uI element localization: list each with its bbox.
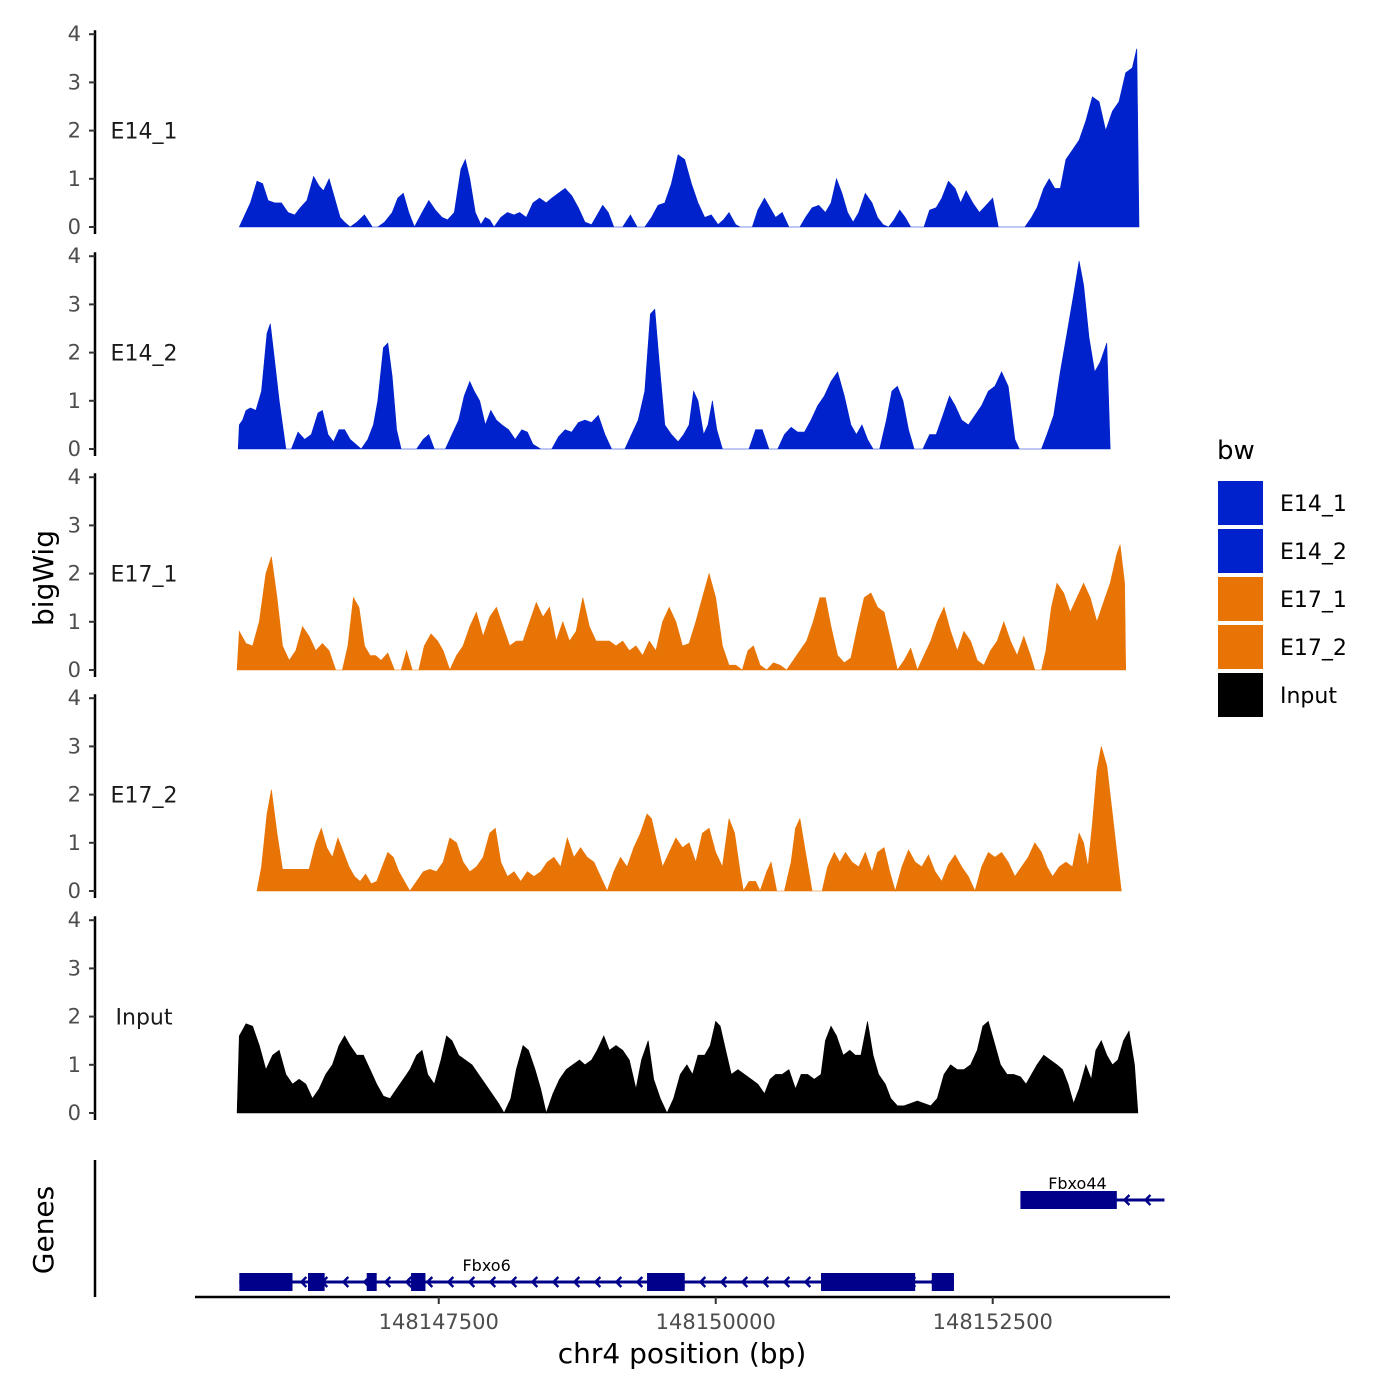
gene-Fbxo6: Fbxo6 (239, 1256, 954, 1291)
signal-area-Input (236, 1020, 1139, 1115)
y-tick-label: 1 (68, 167, 81, 191)
legend-label-E17_2: E17_2 (1280, 636, 1347, 661)
y-tick-label: 3 (68, 292, 81, 316)
y-tick-label: 3 (68, 513, 81, 537)
track-label: E17_2 (111, 784, 178, 809)
legend-label-E14_2: E14_2 (1280, 540, 1347, 565)
signal-area-E14_2 (237, 260, 1111, 450)
strand-arrow (404, 1276, 413, 1288)
gene-track: Fbxo44 Fbxo6 (93, 1160, 1165, 1297)
genes-axis-title: Genes (27, 1186, 60, 1274)
y-tick-label: 3 (68, 70, 81, 94)
y-tick-label: 2 (68, 1005, 81, 1029)
gene-exon (411, 1273, 426, 1291)
strand-arrow (1122, 1194, 1131, 1206)
y-tick-label: 0 (68, 215, 81, 239)
gene-exon (820, 1273, 916, 1291)
signal-tracks: 0 1 2 3 4 E14_1 0 1 2 3 4 E14_2 0 1 2 3 4 E17_1 0 1 2 3 4 E17_2… (68, 22, 1140, 1125)
strand-arrow (593, 1276, 602, 1288)
gene-label: Fbxo6 (462, 1256, 510, 1275)
y-axis-title: bigWig (27, 530, 60, 626)
strand-arrow (467, 1276, 476, 1288)
y-tick-label: 1 (68, 831, 81, 855)
strand-arrow (614, 1276, 623, 1288)
gene-Fbxo44: Fbxo44 (1020, 1174, 1165, 1209)
strand-arrow (299, 1276, 308, 1288)
strand-arrow (803, 1276, 812, 1288)
x-tick-label: 148147500 (379, 1310, 499, 1334)
track-E14_2: 0 1 2 3 4 E14_2 (68, 244, 1111, 461)
track-label: Input (116, 1006, 173, 1031)
y-tick-label: 4 (68, 908, 81, 932)
strand-arrow (1143, 1194, 1152, 1206)
strand-arrow (509, 1276, 518, 1288)
y-tick-label: 4 (68, 244, 81, 268)
track-Input: 0 1 2 3 4 Input (68, 908, 1139, 1125)
y-tick-label: 2 (68, 562, 81, 586)
strand-arrow (383, 1276, 392, 1288)
gene-exon (239, 1273, 293, 1291)
strand-arrow (719, 1276, 728, 1288)
signal-area-E14_1 (238, 48, 1140, 228)
y-tick-label: 3 (68, 734, 81, 758)
legend: bw E14_1 E14_2 E17_1 E17_2 Input (1217, 436, 1347, 717)
track-label: E14_2 (111, 342, 178, 367)
y-tick-label: 2 (68, 119, 81, 143)
gene-exon (647, 1273, 685, 1291)
y-tick-label: 4 (68, 22, 81, 46)
gene-exon (931, 1273, 954, 1291)
track-label: E14_1 (111, 120, 178, 145)
y-tick-label: 2 (68, 341, 81, 365)
signal-area-E17_2 (256, 746, 1122, 893)
strand-arrow (446, 1276, 455, 1288)
y-tick-label: 4 (68, 465, 81, 489)
track-E17_1: 0 1 2 3 4 E17_1 (68, 465, 1127, 682)
strand-arrow (488, 1276, 497, 1288)
x-tick-label: 148150000 (656, 1310, 776, 1334)
strand-arrow (740, 1276, 749, 1288)
y-tick-label: 0 (68, 658, 81, 682)
legend-title: bw (1217, 436, 1255, 466)
strand-arrow (635, 1276, 644, 1288)
legend-label-E17_1: E17_1 (1280, 588, 1347, 613)
y-tick-label: 4 (68, 686, 81, 710)
x-tick-label: 148152500 (933, 1310, 1053, 1334)
legend-label-Input: Input (1280, 684, 1337, 709)
signal-area-E17_1 (236, 544, 1127, 671)
y-tick-label: 0 (68, 1101, 81, 1125)
y-tick-label: 2 (68, 783, 81, 807)
track-E14_1: 0 1 2 3 4 E14_1 (68, 22, 1140, 239)
y-tick-label: 3 (68, 956, 81, 980)
strand-arrow (425, 1276, 434, 1288)
legend-swatch-E17_2 (1218, 625, 1263, 669)
gene-exon (308, 1273, 325, 1291)
y-tick-label: 0 (68, 879, 81, 903)
legend-swatch-Input (1218, 673, 1263, 717)
strand-arrow (341, 1276, 350, 1288)
legend-swatch-E14_2 (1218, 529, 1263, 573)
track-label: E17_1 (111, 563, 178, 588)
gene-exon (366, 1273, 377, 1291)
x-axis-title: chr4 position (bp) (558, 1337, 807, 1370)
y-tick-label: 1 (68, 610, 81, 634)
gene-exon (1020, 1191, 1117, 1209)
strand-arrow (530, 1276, 539, 1288)
track-E17_2: 0 1 2 3 4 E17_2 (68, 686, 1122, 903)
y-tick-label: 1 (68, 389, 81, 413)
legend-swatch-E17_1 (1218, 577, 1263, 621)
x-axis: 148147500 148150000 148152500 (195, 1295, 1170, 1334)
strand-arrow (782, 1276, 791, 1288)
legend-swatch-E14_1 (1218, 481, 1263, 525)
strand-arrow (761, 1276, 770, 1288)
strand-arrow (698, 1276, 707, 1288)
gene-label: Fbxo44 (1048, 1174, 1106, 1193)
strand-arrow (572, 1276, 581, 1288)
legend-label-E14_1: E14_1 (1280, 492, 1347, 517)
y-tick-label: 0 (68, 437, 81, 461)
y-tick-label: 1 (68, 1053, 81, 1077)
strand-arrow (551, 1276, 560, 1288)
